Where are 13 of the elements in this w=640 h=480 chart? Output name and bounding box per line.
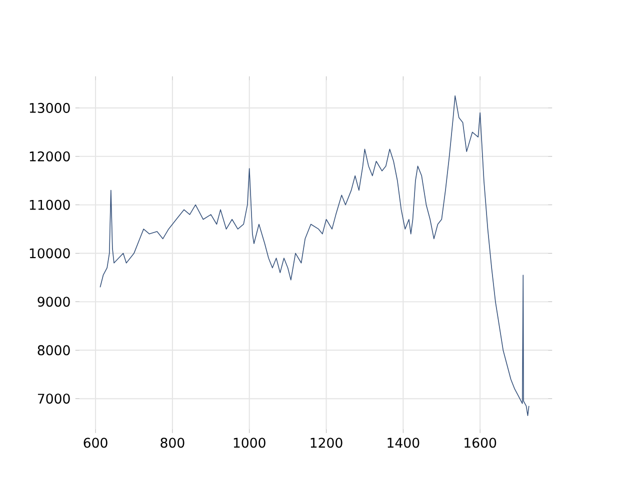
x-tick-label: 600 xyxy=(84,438,108,448)
x-tick-label: 1400 xyxy=(388,438,420,448)
x-tick-label: 1600 xyxy=(464,438,496,448)
y-tick-label: 8000 xyxy=(38,345,70,356)
y-tick-label: 10000 xyxy=(30,248,70,258)
x-tick-label: 1200 xyxy=(310,438,342,448)
y-tick-label: 9000 xyxy=(38,296,70,307)
x-tick-label: 800 xyxy=(160,438,184,448)
y-tick-label: 12000 xyxy=(30,151,70,162)
y-tick-label: 7000 xyxy=(38,394,70,404)
y-tick-label: 11000 xyxy=(30,200,70,210)
x-tick-label: 1000 xyxy=(234,438,266,448)
y-tick-label: 13000 xyxy=(30,102,70,113)
